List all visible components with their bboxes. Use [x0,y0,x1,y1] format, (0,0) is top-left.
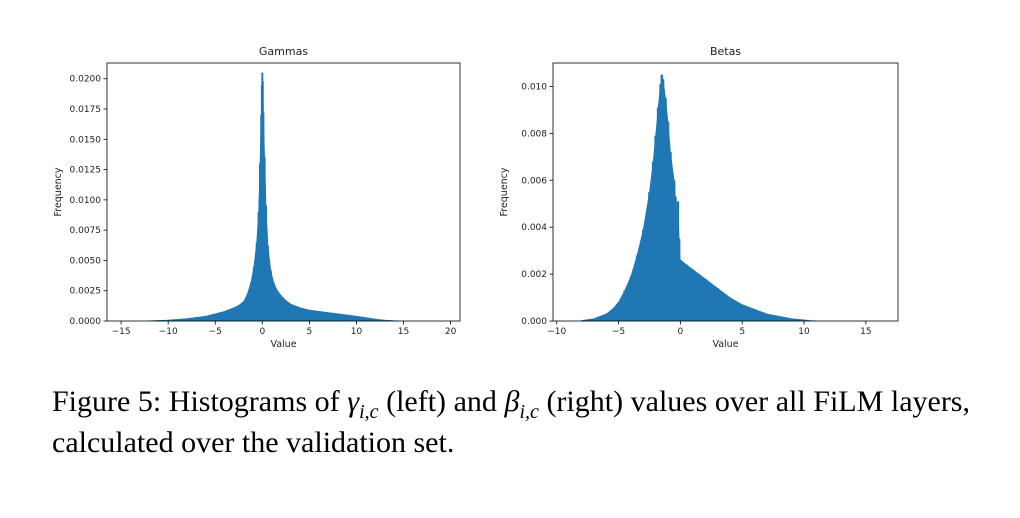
betas-ytick-label: 0.006 [521,176,547,186]
gammas-ytick-label: 0.0100 [70,196,102,206]
betas-ytick-label: 0.010 [521,82,547,92]
betas-xtick-label: 5 [739,327,745,337]
gammas-ytick-label: 0.0150 [70,135,102,145]
gammas-title: Gammas [259,45,308,58]
betas-ytick-label: 0.004 [521,223,547,233]
betas-histogram: Betas −10 −5 0 5 10 15 0.000 0.002 0.004 0.006 0.00… [499,45,899,350]
gamma-subscript: i,c [359,401,379,423]
beta-subscript: i,c [519,401,539,423]
caption-text-3: (right) values over all FiLM layers, cal… [52,385,970,459]
beta-symbol: β [504,385,520,418]
betas-xtick-label: 10 [798,327,810,337]
gammas-ylabel: Frequency [53,167,64,216]
gammas-xtick-label: 15 [398,327,409,337]
gammas-xtick-label: 20 [445,327,457,337]
betas-xtick-label: −5 [612,327,625,337]
gammas-xtick-label: −15 [112,327,131,337]
gammas-ytick-label: 0.0025 [70,287,102,297]
gammas-xtick-label: 10 [351,327,363,337]
betas-ytick-label: 0.008 [521,129,547,139]
betas-ytick-label: 0.000 [521,317,547,327]
gammas-histogram: Gammas −15 −10 −5 0 5 10 15 20 0.0000 0.0025 0.0050… [53,45,461,350]
gammas-xtick-label: −5 [209,327,222,337]
gammas-axes-frame [106,62,461,322]
gammas-ytick-label: 0.0050 [70,256,102,266]
betas-ytick-label: 0.002 [521,270,547,280]
gammas-ytick-label: 0.0075 [70,226,102,236]
gammas-ytick-label: 0.0000 [70,317,102,327]
caption-text-1: Figure 5: Histograms of [52,385,348,418]
betas-xtick-label: 0 [677,327,683,337]
betas-xtick-label: 15 [860,327,871,337]
betas-xlabel: Value [712,339,738,350]
betas-title: Betas [710,45,741,58]
gammas-xtick-label: −10 [159,327,178,337]
betas-xtick-label: −10 [547,327,566,337]
gamma-symbol: γ [347,385,360,418]
betas-histogram-area [581,74,817,322]
figure-canvas: Gammas−15 −10 −5 0 5 10 15 200.00000.00250.0050… [53,45,899,350]
gammas-histogram-area [149,72,400,322]
caption-text-2: (left) and [378,385,505,418]
gammas-xlabel: Value [270,339,296,350]
gammas-xtick-label: 0 [259,327,265,337]
betas-axes-frame [552,62,899,322]
gammas-xtick-label: 5 [307,327,313,337]
gammas-ytick-label: 0.0200 [70,75,102,85]
gammas-ytick-label: 0.0125 [70,166,102,176]
gammas-ytick-label: 0.0175 [70,105,102,115]
betas-ylabel: Frequency [499,167,510,216]
figure-caption: Figure 5: Histograms of γi,c (left) and … [52,383,970,462]
